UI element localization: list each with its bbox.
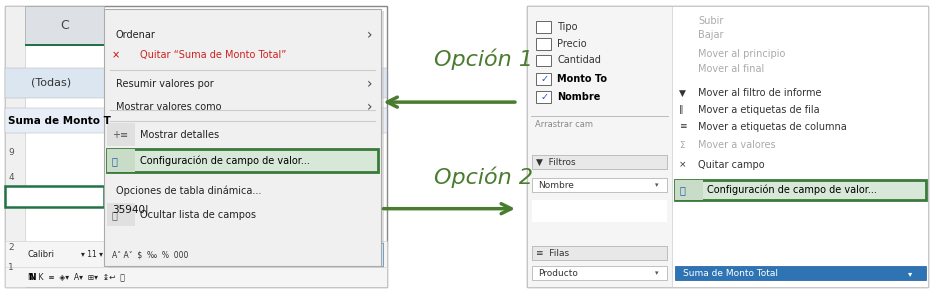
Bar: [532, 246, 667, 260]
Bar: [536, 21, 551, 33]
Text: 9: 9: [8, 148, 14, 157]
Text: Mover a etiquetas de columna: Mover a etiquetas de columna: [698, 122, 846, 132]
Text: Mover al principio: Mover al principio: [698, 49, 786, 59]
Text: N: N: [28, 273, 35, 281]
Bar: [5, 108, 387, 133]
Bar: [527, 6, 672, 287]
Text: Mostrar detalles: Mostrar detalles: [140, 130, 219, 140]
Text: Subir: Subir: [698, 16, 723, 26]
Text: Bajar: Bajar: [698, 30, 723, 41]
Text: Resumir valores por: Resumir valores por: [116, 78, 214, 89]
Text: Opción 2: Opción 2: [434, 167, 533, 188]
Bar: [108, 11, 384, 268]
Text: Producto: Producto: [538, 269, 578, 278]
Text: Monto To: Monto To: [557, 74, 607, 84]
Text: Mover a etiquetas de fila: Mover a etiquetas de fila: [698, 105, 819, 115]
Text: Suma de Monto Total: Suma de Monto Total: [683, 269, 778, 278]
Text: ›: ›: [367, 28, 372, 41]
Text: ×: ×: [112, 50, 120, 60]
Bar: [107, 123, 135, 146]
Bar: [5, 6, 387, 287]
Text: Quitar campo: Quitar campo: [698, 160, 764, 170]
Text: ✓: ✓: [540, 74, 549, 84]
Text: ▼: ▼: [679, 89, 686, 98]
Text: Mostrar valores como: Mostrar valores como: [116, 102, 221, 112]
Bar: [5, 6, 25, 287]
Bar: [675, 180, 703, 200]
Text: ▾: ▾: [655, 270, 659, 276]
Text: Mover a valores: Mover a valores: [698, 140, 775, 150]
Text: ▼  Filtros: ▼ Filtros: [536, 158, 576, 167]
Bar: [107, 203, 135, 226]
Bar: [532, 266, 667, 280]
Text: ≡  Filas: ≡ Filas: [536, 249, 570, 258]
Bar: [357, 243, 383, 266]
Text: Quitar “Suma de Monto Total”: Quitar “Suma de Monto Total”: [140, 50, 286, 60]
Text: Configuración de campo de valor...: Configuración de campo de valor...: [707, 185, 877, 195]
Text: (Todas): (Todas): [31, 78, 71, 88]
Bar: [5, 68, 387, 98]
Text: 2: 2: [8, 243, 14, 252]
Text: ▾ 11 ▾: ▾ 11 ▾: [81, 250, 104, 259]
Bar: [25, 6, 104, 44]
Text: ▾: ▾: [655, 182, 659, 188]
Text: Suma de Monto T: Suma de Monto T: [8, 116, 111, 126]
Bar: [25, 44, 104, 46]
Bar: [532, 155, 667, 169]
Text: 4: 4: [8, 173, 14, 182]
Text: Nombre: Nombre: [538, 181, 574, 189]
Text: ‖: ‖: [679, 105, 684, 115]
Text: 🗂: 🗂: [679, 185, 685, 195]
Text: ≡: ≡: [679, 122, 687, 131]
Bar: [675, 266, 926, 280]
Text: 1: 1: [8, 263, 14, 272]
Text: A˄ A˅  $  ‰  %  000: A˄ A˅ $ ‰ % 000: [112, 250, 188, 259]
Text: N  K  ≡  ◈▾  A▾  ⊞▾  ↨↩  🖌: N K ≡ ◈▾ A▾ ⊞▾ ↨↩ 🖌: [28, 273, 125, 281]
Text: ▾: ▾: [908, 269, 912, 278]
Bar: [672, 6, 928, 287]
Bar: [536, 54, 551, 66]
Text: Opción 1: Opción 1: [434, 49, 533, 70]
Text: Calibri: Calibri: [28, 250, 55, 259]
Text: 🗂: 🗂: [112, 156, 118, 166]
Bar: [536, 91, 551, 103]
Text: ×: ×: [679, 160, 687, 169]
Text: 🗂: 🗂: [112, 210, 118, 220]
Text: ›: ›: [367, 100, 372, 114]
Bar: [527, 6, 928, 287]
Text: Tipo: Tipo: [557, 22, 578, 32]
Text: +≡: +≡: [112, 130, 128, 140]
Bar: [5, 186, 104, 207]
Bar: [532, 200, 667, 223]
Bar: [5, 267, 387, 287]
Text: ✓: ✓: [540, 92, 549, 102]
Text: Opciones de tabla dinámica...: Opciones de tabla dinámica...: [116, 185, 261, 196]
Text: Mover al final: Mover al final: [698, 64, 764, 74]
Bar: [107, 149, 378, 172]
Text: Ordenar: Ordenar: [116, 30, 156, 40]
Text: Configuración de campo de valor...: Configuración de campo de valor...: [140, 155, 310, 166]
Bar: [675, 180, 926, 200]
Text: ›: ›: [367, 77, 372, 91]
Text: Arrastrar cam: Arrastrar cam: [535, 120, 592, 128]
Bar: [532, 178, 667, 192]
Text: C: C: [60, 19, 69, 32]
Text: Nombre: Nombre: [557, 92, 600, 102]
Bar: [104, 9, 381, 266]
Text: Precio: Precio: [557, 38, 587, 49]
Bar: [536, 73, 551, 85]
Bar: [5, 241, 387, 268]
Bar: [536, 38, 551, 49]
Text: Cantidad: Cantidad: [557, 55, 601, 65]
Text: Mover al filtro de informe: Mover al filtro de informe: [698, 88, 821, 98]
Bar: [107, 149, 135, 172]
Text: Σ: Σ: [679, 141, 685, 149]
Text: Ocultar lista de campos: Ocultar lista de campos: [140, 210, 256, 220]
Text: 35940|: 35940|: [112, 205, 148, 215]
